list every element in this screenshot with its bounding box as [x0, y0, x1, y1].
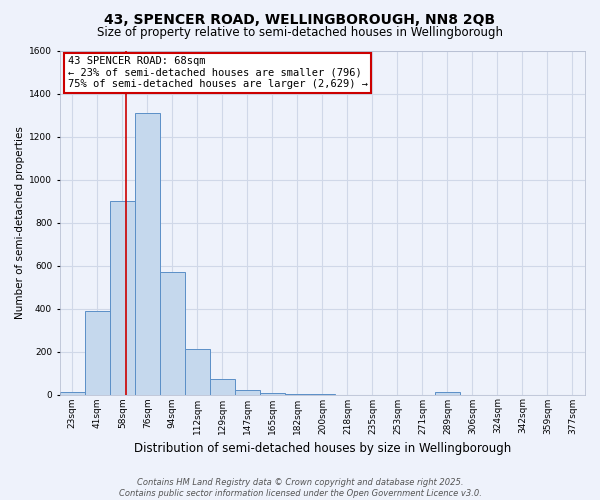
- Text: 43 SPENCER ROAD: 68sqm
← 23% of semi-detached houses are smaller (796)
75% of se: 43 SPENCER ROAD: 68sqm ← 23% of semi-det…: [68, 56, 368, 90]
- Bar: [85, 311, 110, 394]
- Text: Size of property relative to semi-detached houses in Wellingborough: Size of property relative to semi-detach…: [97, 26, 503, 39]
- Text: 43, SPENCER ROAD, WELLINGBOROUGH, NN8 2QB: 43, SPENCER ROAD, WELLINGBOROUGH, NN8 2Q…: [104, 12, 496, 26]
- Bar: [160, 272, 185, 394]
- Bar: [110, 202, 135, 394]
- X-axis label: Distribution of semi-detached houses by size in Wellingborough: Distribution of semi-detached houses by …: [134, 442, 511, 455]
- Bar: [60, 392, 85, 394]
- Bar: [135, 114, 160, 394]
- Y-axis label: Number of semi-detached properties: Number of semi-detached properties: [15, 126, 25, 319]
- Text: Contains HM Land Registry data © Crown copyright and database right 2025.
Contai: Contains HM Land Registry data © Crown c…: [119, 478, 481, 498]
- Bar: [185, 350, 210, 395]
- Bar: [235, 390, 260, 394]
- Bar: [435, 392, 460, 394]
- Bar: [210, 380, 235, 394]
